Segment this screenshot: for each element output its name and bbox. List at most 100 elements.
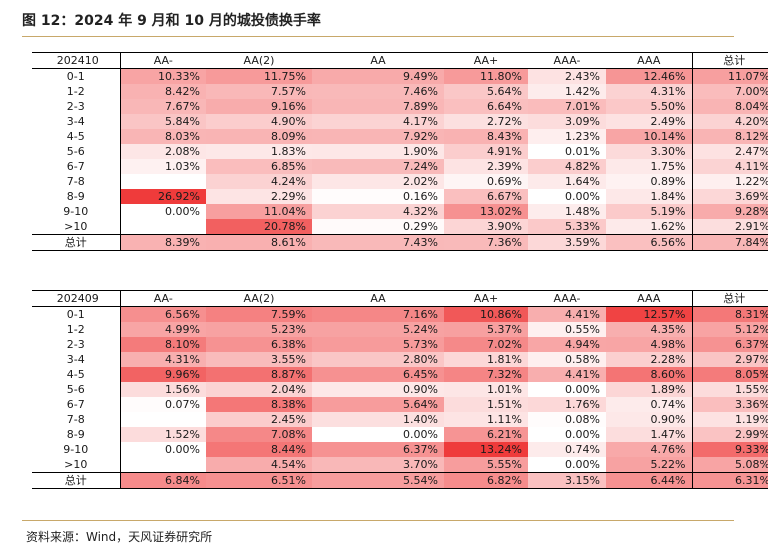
top-rule: [22, 36, 734, 37]
heat-cell: 1.75%: [606, 159, 692, 174]
heat-cell: 7.24%: [312, 159, 444, 174]
heat-cell: 11.04%: [206, 204, 312, 219]
heat-cell: 0.89%: [606, 174, 692, 189]
table-row: 4-5 9.96% 8.87% 6.45% 7.32% 4.41% 8.60% 8.05%: [32, 367, 768, 382]
heat-cell: 1.55%: [691, 382, 768, 397]
heat-cell: 3.90%: [444, 219, 528, 235]
heat-cell: 8.09%: [206, 129, 312, 144]
heat-cell: 13.24%: [444, 442, 528, 457]
heat-cell: 1.51%: [444, 397, 528, 412]
table-row: 5-6 2.08% 1.83% 1.90% 4.91% 0.01% 3.30% 2.47%: [32, 144, 768, 159]
heat-cell: 1.84%: [606, 189, 692, 204]
heat-cell: 4.91%: [444, 144, 528, 159]
heat-cell: 0.58%: [528, 352, 606, 367]
heat-cell: 0.00%: [119, 204, 206, 219]
table-row: 5-6 1.56% 2.04% 0.90% 1.01% 0.00% 1.89% 1.55%: [32, 382, 768, 397]
heat-cell: 1.01%: [444, 382, 528, 397]
heat-cell: 4.11%: [691, 159, 768, 174]
heat-cell: 1.52%: [119, 427, 206, 442]
heat-cell: 8.31%: [691, 306, 768, 322]
column-header: AAA: [606, 52, 692, 69]
heat-cell: 2.43%: [528, 68, 606, 84]
heat-cell: 0.00%: [528, 457, 606, 473]
heat-cell: 6.56%: [119, 306, 206, 322]
table-row: 3-4 4.31% 3.55% 2.80% 1.81% 0.58% 2.28% 2.97%: [32, 352, 768, 367]
heat-cell: 8.03%: [119, 129, 206, 144]
heat-cell: 0.00%: [119, 442, 206, 457]
heat-cell: 8.61%: [206, 234, 312, 251]
heat-cell: 8.38%: [206, 397, 312, 412]
heat-cell: 1.76%: [528, 397, 606, 412]
heat-cell: 6.37%: [691, 337, 768, 352]
table-row: >10 4.54% 3.70% 5.55% 0.00% 5.22% 5.08%: [32, 457, 768, 473]
heat-cell: 5.37%: [444, 322, 528, 337]
heat-cell: 5.08%: [691, 457, 768, 473]
heat-cell: 4.41%: [528, 367, 606, 382]
table-row: >10 20.78% 0.29% 3.90% 5.33% 1.62% 2.91%: [32, 219, 768, 235]
heat-cell: 8.04%: [691, 99, 768, 114]
heat-cell: 3.70%: [312, 457, 444, 473]
heat-cell: 7.59%: [206, 306, 312, 322]
row-label: >10: [64, 220, 88, 233]
source-note: 资料来源：Wind，天风证券研究所: [26, 530, 213, 544]
heat-cell: 6.21%: [444, 427, 528, 442]
heat-cell: 7.43%: [312, 234, 444, 251]
heat-cell: 1.19%: [691, 412, 768, 427]
row-label: 4-5: [66, 130, 85, 143]
heat-cell: 8.42%: [119, 84, 206, 99]
heat-cell: 7.02%: [444, 337, 528, 352]
heat-cell: [119, 412, 206, 427]
heat-cell: 5.22%: [606, 457, 692, 473]
heat-cell: 8.10%: [119, 337, 206, 352]
heat-cell: 4.24%: [206, 174, 312, 189]
row-label: 1-2: [66, 85, 85, 98]
heat-cell: 20.78%: [206, 219, 312, 235]
heat-cell: 1.62%: [606, 219, 692, 235]
heat-cell: 2.04%: [206, 382, 312, 397]
heat-cell: 0.00%: [528, 427, 606, 442]
heat-cell: 8.05%: [691, 367, 768, 382]
column-header: AA-: [119, 52, 206, 69]
heat-cell: 4.41%: [528, 306, 606, 322]
heat-cell: 4.90%: [206, 114, 312, 129]
row-label: 8-9: [66, 428, 85, 441]
heat-cell: 0.90%: [606, 412, 692, 427]
table-row: 6-7 1.03% 6.85% 7.24% 2.39% 4.82% 1.75% 4.11%: [32, 159, 768, 174]
column-header: AA(2): [206, 290, 312, 307]
heat-cell: 8.39%: [119, 234, 206, 251]
heat-cell: 10.14%: [606, 129, 692, 144]
column-header: AA(2): [206, 52, 312, 69]
table-row: 8-9 1.52% 7.08% 0.00% 6.21% 0.00% 1.47% 2.99%: [32, 427, 768, 442]
table-row: 2-3 8.10% 6.38% 5.73% 7.02% 4.94% 4.98% 6.37%: [32, 337, 768, 352]
row-label: 9-10: [63, 443, 89, 456]
figure-title: 图 12：2024 年 9 月和 10 月的城投债换手率: [22, 13, 321, 29]
heat-cell: 0.74%: [606, 397, 692, 412]
heat-cell: 2.91%: [691, 219, 768, 235]
heat-cell: 7.32%: [444, 367, 528, 382]
heat-cell: 9.28%: [691, 204, 768, 219]
heat-cell: 0.69%: [444, 174, 528, 189]
heat-cell: 7.46%: [312, 84, 444, 99]
heat-cell: 6.64%: [444, 99, 528, 114]
heat-cell: 2.49%: [606, 114, 692, 129]
table-row: 7-8 4.24% 2.02% 0.69% 1.64% 0.89% 1.22%: [32, 174, 768, 189]
heat-cell: 3.30%: [606, 144, 692, 159]
heat-cell: 6.67%: [444, 189, 528, 204]
heat-cell: 2.08%: [119, 144, 206, 159]
heat-cell: 1.40%: [312, 412, 444, 427]
heat-cell: 9.49%: [312, 68, 444, 84]
heat-cell: 10.86%: [444, 306, 528, 322]
heat-cell: 2.28%: [606, 352, 692, 367]
row-label: 0-1: [66, 70, 85, 83]
table-row: 1-2 8.42% 7.57% 7.46% 5.64% 1.42% 4.31% 7.00%: [32, 84, 768, 99]
heat-cell: 5.84%: [119, 114, 206, 129]
row-label: 1-2: [66, 323, 85, 336]
heat-cell: 12.57%: [606, 306, 692, 322]
heat-cell: 1.90%: [312, 144, 444, 159]
row-label: 3-4: [66, 115, 85, 128]
heat-cell: 13.02%: [444, 204, 528, 219]
heat-cell: 2.99%: [691, 427, 768, 442]
column-header: AA-: [119, 290, 206, 307]
header-row: 202409 AA- AA(2) AA AA+ AAA- AAA 总计: [32, 290, 768, 307]
heat-cell: [119, 457, 206, 473]
